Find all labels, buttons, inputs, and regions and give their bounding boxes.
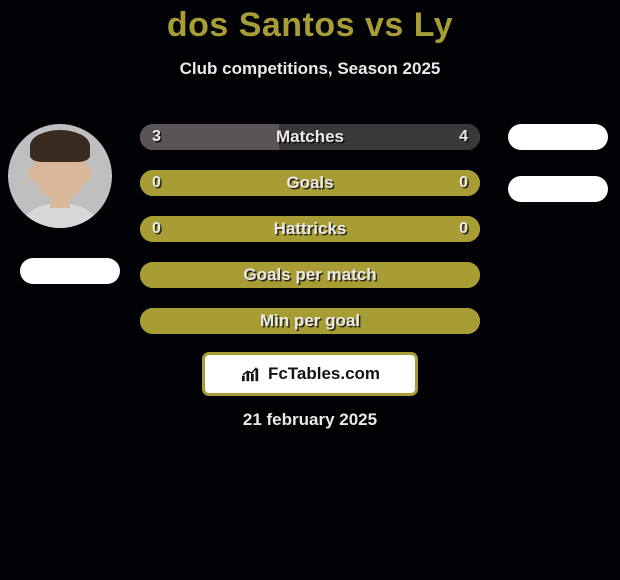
stat-label: Goals [140, 170, 480, 196]
stat-row-goals-per-match: Goals per match [140, 262, 480, 288]
page-title: dos Santos vs Ly [0, 6, 620, 45]
stat-label: Goals per match [140, 262, 480, 288]
stat-row-min-per-goal: Min per goal [140, 308, 480, 334]
infographic-root: dos Santos vs Ly Club competitions, Seas… [0, 0, 620, 580]
subtitle: Club competitions, Season 2025 [0, 59, 620, 79]
stat-row-hattricks: 0 0 Hattricks [140, 216, 480, 242]
logo-box: FcTables.com [202, 352, 418, 396]
date-text: 21 february 2025 [0, 410, 620, 430]
stat-label: Min per goal [140, 308, 480, 334]
stat-rows: 3 4 Matches 0 0 Goals 0 0 Hattricks Goal… [0, 124, 620, 354]
logo-text: FcTables.com [268, 364, 380, 384]
stat-label: Matches [140, 124, 480, 150]
chart-icon [240, 365, 262, 383]
stat-row-goals: 0 0 Goals [140, 170, 480, 196]
stat-row-matches: 3 4 Matches [140, 124, 480, 150]
stat-label: Hattricks [140, 216, 480, 242]
